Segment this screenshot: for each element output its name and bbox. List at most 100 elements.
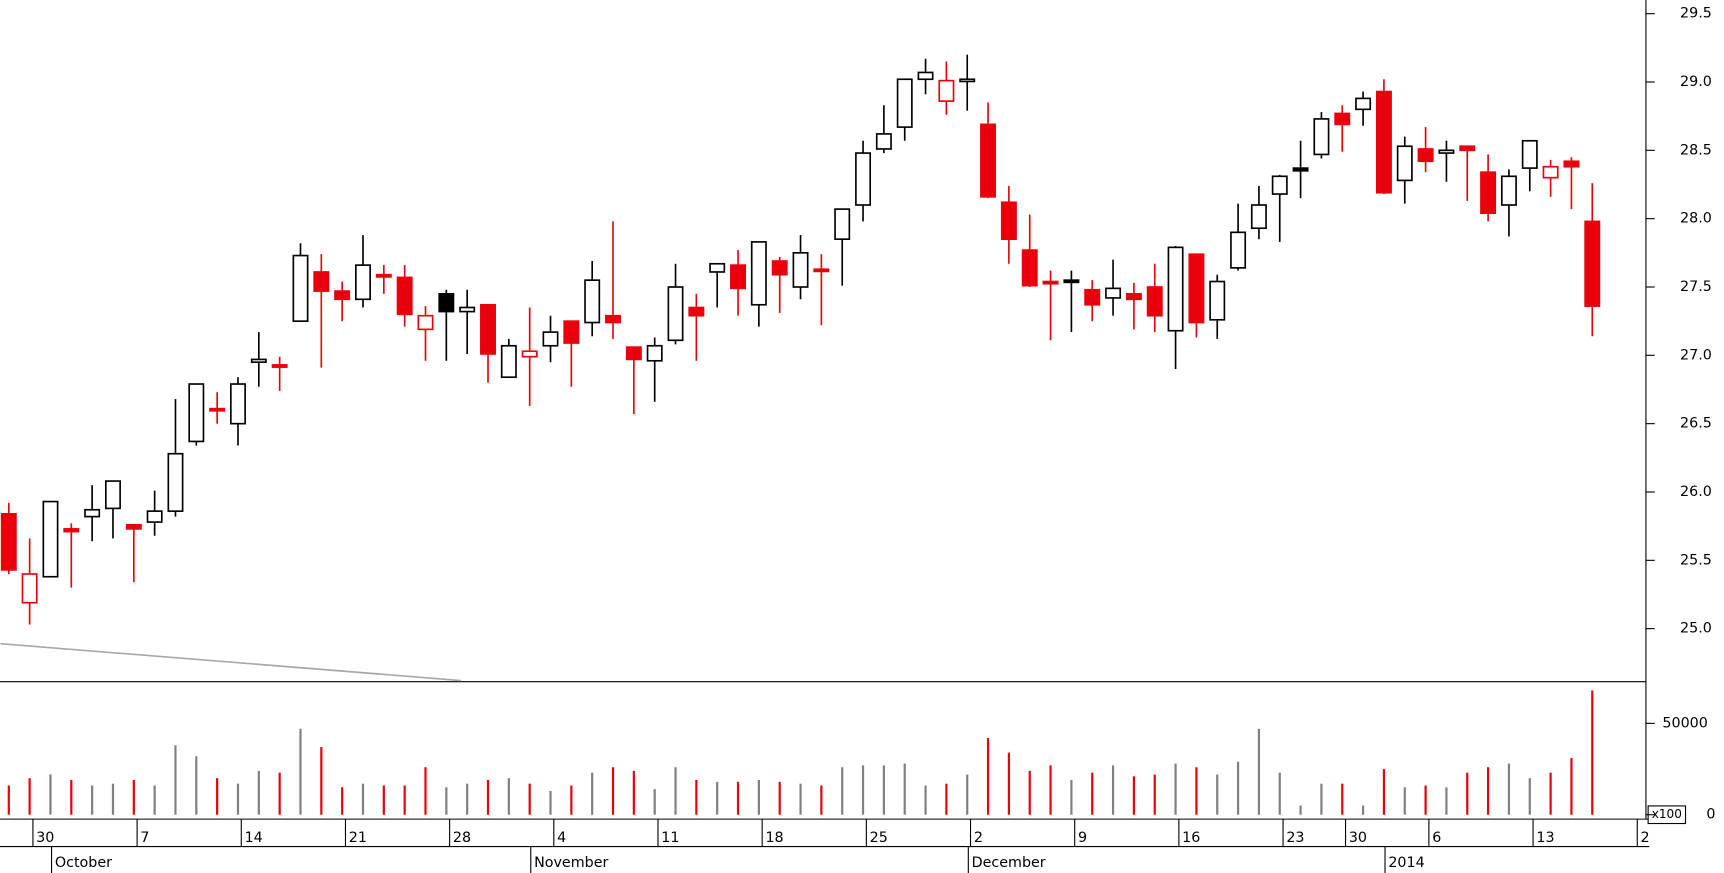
candle-body xyxy=(63,528,80,533)
candle-body xyxy=(917,71,934,81)
volume-bar xyxy=(861,765,865,815)
candle-body xyxy=(688,306,705,317)
candle-body xyxy=(1542,165,1559,179)
candle-body xyxy=(105,480,121,510)
volume-bar xyxy=(1278,772,1281,815)
volume-bar xyxy=(1382,769,1386,815)
volume-bar xyxy=(903,763,906,815)
volume-bar xyxy=(736,781,740,815)
volume-bar xyxy=(1132,776,1136,815)
y-tick-label: 25.5 xyxy=(1680,552,1712,568)
volume-bar xyxy=(591,772,594,815)
y-tick-label: 50000 xyxy=(1662,715,1707,731)
month-tick-label: December xyxy=(972,855,1046,871)
candle-body xyxy=(1292,167,1309,172)
candle-body xyxy=(605,314,621,324)
volume-bar xyxy=(174,745,177,815)
candle-body xyxy=(1146,286,1163,317)
month-tick-label: November xyxy=(534,855,608,871)
volume-bar xyxy=(632,770,635,815)
candle-body xyxy=(855,152,872,206)
candle-body xyxy=(1209,280,1226,321)
volume-bar xyxy=(403,785,406,815)
candle-body xyxy=(792,252,809,288)
candle-body xyxy=(730,264,747,290)
candle-body xyxy=(1396,145,1413,182)
volume-bar xyxy=(570,785,573,815)
volume-bar xyxy=(507,778,510,815)
volume-bar xyxy=(299,728,302,815)
candle-body xyxy=(1459,145,1476,152)
candle-body xyxy=(625,346,642,361)
volume-bar xyxy=(361,783,365,815)
volume-bar xyxy=(486,780,490,815)
day-tick-label: 13 xyxy=(1536,830,1554,846)
candle-body xyxy=(480,303,496,355)
candle-body xyxy=(1417,148,1434,163)
volume-bar xyxy=(216,778,219,815)
candle-body xyxy=(980,123,997,198)
candle-body xyxy=(209,407,226,412)
volume-bar xyxy=(1507,763,1511,815)
month-tick-label: 2014 xyxy=(1388,855,1424,871)
candle-body xyxy=(584,279,601,324)
candle-body xyxy=(42,500,59,578)
volume-bar xyxy=(1091,772,1094,815)
volume-bar xyxy=(966,774,969,815)
candle-body xyxy=(1167,246,1184,332)
volume-bar xyxy=(1466,772,1469,815)
y-tick-label: 26.0 xyxy=(1680,484,1712,500)
candle-body xyxy=(188,383,205,443)
volume-bar xyxy=(1153,774,1156,815)
candle-body xyxy=(313,271,330,292)
volume-bar xyxy=(1111,765,1115,815)
candle-body xyxy=(334,290,351,301)
volume-bar xyxy=(424,767,427,815)
volume-bar xyxy=(1174,763,1177,815)
candle-body xyxy=(771,260,788,276)
candle-body xyxy=(1500,175,1517,206)
volume-bar xyxy=(1591,690,1594,815)
volume-bar xyxy=(1320,783,1323,815)
candle-body xyxy=(1563,160,1580,168)
volume-bar xyxy=(1049,765,1052,815)
y-tick-label: 28.0 xyxy=(1680,211,1712,227)
volume-bar xyxy=(1361,805,1365,815)
volume-bar xyxy=(236,783,240,815)
volume-bar xyxy=(1570,758,1573,815)
volume-bar xyxy=(257,770,260,815)
volume-bar xyxy=(111,783,115,815)
candle-body xyxy=(813,268,830,273)
candle-body xyxy=(1480,171,1497,215)
volume-bar xyxy=(28,778,31,815)
candle-body xyxy=(1000,201,1017,240)
volume-bar xyxy=(195,756,198,815)
volume-bar xyxy=(653,789,656,815)
candle-body xyxy=(1063,279,1080,284)
volume-bar xyxy=(1070,780,1073,815)
candle-body xyxy=(542,331,559,347)
volume-bar xyxy=(7,785,10,815)
volume-bar xyxy=(1341,783,1344,815)
volume-bar xyxy=(674,767,677,815)
volume-bar xyxy=(695,780,698,815)
day-tick-label: 23 xyxy=(1286,830,1304,846)
volume-bar xyxy=(91,785,94,815)
volume-bar xyxy=(1549,772,1552,815)
volume-bar xyxy=(1028,770,1031,815)
day-tick-label: 6 xyxy=(1432,830,1441,846)
month-tick-label: October xyxy=(55,855,112,871)
volume-bar xyxy=(466,783,469,815)
volume-bar xyxy=(153,785,156,815)
day-tick-label: 9 xyxy=(1078,830,1087,846)
y-tick-label: 0 xyxy=(1706,807,1715,823)
volume-bar xyxy=(132,780,135,815)
volume-bar xyxy=(1236,761,1240,815)
volume-bar xyxy=(1216,774,1219,815)
volume-bar xyxy=(841,767,844,815)
candle-body xyxy=(1230,231,1247,269)
y-tick-label: 29.5 xyxy=(1680,6,1712,22)
candle-body xyxy=(1125,293,1142,301)
candle-body xyxy=(1313,118,1330,156)
